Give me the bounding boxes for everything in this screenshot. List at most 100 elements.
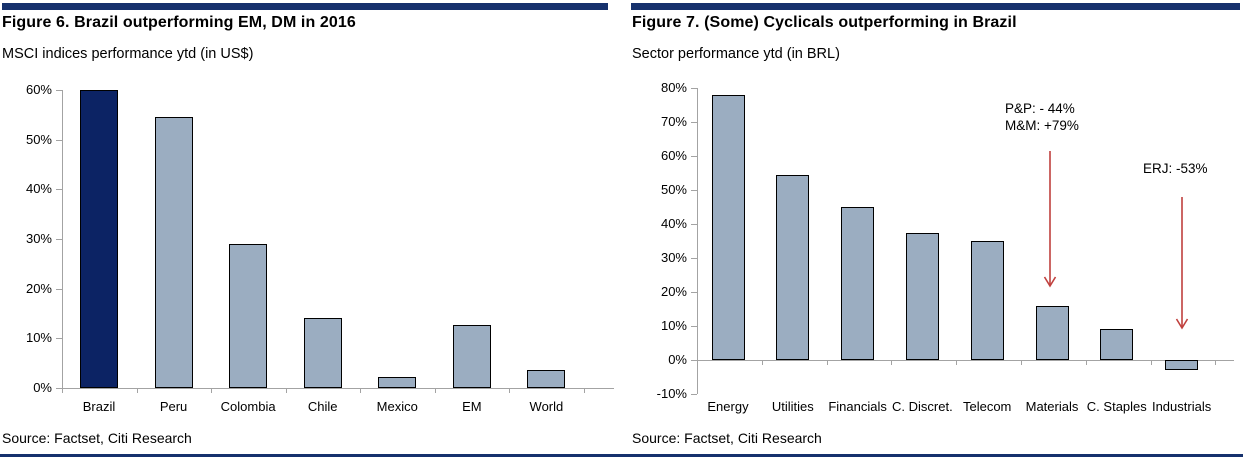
- y-tick: [691, 88, 697, 89]
- x-tick: [360, 388, 362, 393]
- figure6-subtitle: MSCI indices performance ytd (in US$): [2, 46, 254, 62]
- y-tick-label: 10%: [660, 318, 687, 333]
- x-label-telecom: Telecom: [962, 399, 1012, 414]
- annotation-line: ERJ: -53%: [1143, 161, 1208, 176]
- x-tick: [509, 388, 511, 393]
- bar-telecom: [970, 241, 1004, 360]
- y-tick: [691, 360, 697, 361]
- x-tick: [583, 388, 585, 393]
- bar-brazil: [80, 89, 118, 388]
- y-tick: [56, 238, 62, 240]
- y-tick: [691, 224, 697, 225]
- y-tick: [56, 388, 62, 389]
- y-axis-line: [697, 88, 698, 394]
- y-tick-label: 0%: [33, 380, 52, 395]
- bar-energy: [711, 94, 745, 360]
- x-label-energy: Energy: [707, 399, 749, 414]
- x-label-c-discret: C. Discret.: [892, 399, 953, 414]
- y-tick-label: 20%: [660, 284, 687, 299]
- x-tick: [285, 388, 287, 393]
- annotation-line: P&P: - 44%: [1005, 101, 1075, 116]
- y-tick-label: 60%: [25, 81, 52, 97]
- x-axis-line: [697, 360, 1234, 361]
- figure6-bar-chart: 0% 10% 20% 30% 40% 50% 60% Brazil Peru Colombia Ch…: [0, 75, 620, 420]
- figure7-title: Figure 7. (Some) Cyclicals outperforming…: [632, 14, 1017, 31]
- y-tick-label: 10%: [25, 330, 52, 346]
- x-tick: [136, 388, 138, 393]
- bar-colombia: [229, 243, 268, 388]
- y-tick: [56, 139, 62, 141]
- figure7-subtitle: Sector performance ytd (in BRL): [632, 46, 840, 62]
- y-tick-label: 80%: [660, 80, 687, 95]
- bar-mexico: [378, 377, 417, 388]
- x-tick: [826, 360, 828, 365]
- y-tick: [691, 292, 697, 293]
- figure7-top-rule: [631, 3, 1240, 10]
- figure7-source: Source: Factset, Citi Research: [632, 430, 822, 446]
- y-tick: [691, 394, 697, 395]
- x-label-peru: Peru: [159, 399, 188, 414]
- annotation-line: M&M: +79%: [1005, 118, 1079, 133]
- x-tick: [1215, 360, 1217, 365]
- figure6-title: Figure 6. Brazil outperforming EM, DM in…: [2, 14, 356, 31]
- bar-industrials: [1165, 360, 1199, 371]
- annotation-text-1: ERJ: -53%: [1143, 160, 1208, 177]
- x-tick: [1085, 360, 1087, 365]
- y-tick: [56, 89, 62, 91]
- x-tick: [211, 388, 213, 393]
- y-tick: [56, 288, 62, 290]
- y-tick-label: 30%: [25, 230, 52, 246]
- bar-financials: [841, 207, 875, 360]
- y-tick-label: 0%: [668, 352, 687, 367]
- x-label-mexico: Mexico: [376, 399, 418, 414]
- x-tick: [1021, 360, 1022, 365]
- x-label-chile: Chile: [307, 399, 338, 414]
- bar-utilities: [776, 174, 810, 360]
- x-label-materials: Materials: [1025, 399, 1079, 414]
- annotation-text-0: P&P: - 44% M&M: +79%: [1005, 100, 1079, 134]
- figure7-bar-chart: -10% 0% 10% 20% 30% 40% 50% 60% 70% 80% Energy Util…: [630, 75, 1243, 420]
- x-tick: [434, 388, 436, 393]
- y-axis-line: [62, 89, 63, 388]
- y-tick: [691, 326, 697, 327]
- x-label-industrials: Industrials: [1151, 399, 1212, 414]
- x-label-financials: Financials: [828, 399, 887, 414]
- x-label-colombia: Colombia: [220, 399, 276, 414]
- figure7-panel: Figure 7. (Some) Cyclicals outperforming…: [630, 0, 1243, 464]
- y-tick-label: 30%: [660, 250, 687, 265]
- y-tick-label: 50%: [25, 131, 52, 147]
- bottom-rule: [0, 454, 1243, 457]
- down-arrow-icon: [1175, 197, 1189, 330]
- x-tick: [62, 388, 63, 393]
- x-label-brazil: Brazil: [82, 399, 116, 414]
- x-tick: [956, 360, 958, 365]
- bar-materials: [1035, 305, 1069, 360]
- x-tick: [761, 360, 763, 365]
- bar-world: [527, 370, 566, 388]
- x-label-c-staples: C. Staples: [1086, 399, 1147, 414]
- y-tick: [691, 156, 697, 157]
- x-tick: [891, 360, 893, 365]
- bar-peru: [154, 117, 193, 388]
- y-tick: [56, 189, 62, 191]
- figure6-source: Source: Factset, Citi Research: [2, 430, 192, 446]
- x-tick: [697, 360, 698, 365]
- x-label-world: World: [529, 399, 564, 414]
- bar-c-staples: [1100, 329, 1134, 360]
- bar-chile: [303, 318, 342, 388]
- x-axis-line: [62, 388, 614, 389]
- y-tick-label: 40%: [25, 181, 52, 197]
- y-tick-label: -10%: [656, 386, 687, 401]
- x-label-utilities: Utilities: [771, 399, 814, 414]
- y-tick-label: 40%: [660, 216, 687, 231]
- x-label-em: EM: [462, 399, 482, 414]
- bar-c-discret: [905, 232, 939, 360]
- bar-em: [452, 324, 491, 388]
- x-tick: [1150, 360, 1152, 365]
- y-tick: [56, 338, 62, 340]
- figure6-panel: Figure 6. Brazil outperforming EM, DM in…: [0, 0, 620, 464]
- y-tick-label: 50%: [660, 182, 687, 197]
- figure6-top-rule: [2, 3, 608, 10]
- y-tick: [691, 122, 697, 123]
